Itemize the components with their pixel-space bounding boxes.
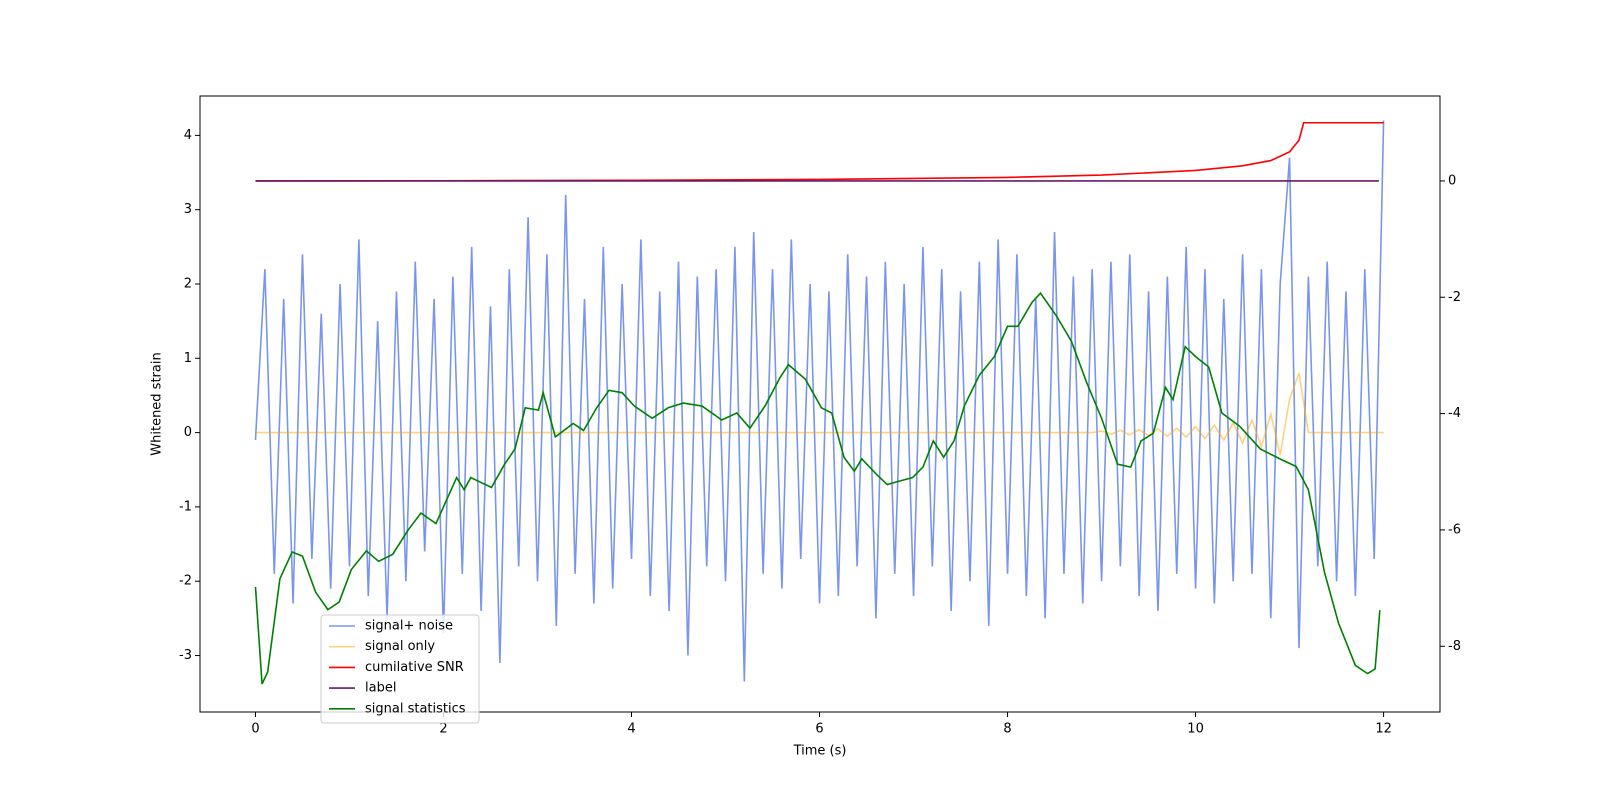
series-line (254, 120, 1385, 682)
legend-box (320, 614, 480, 724)
legend: signal+ noise signal only cumilative SNR la… (320, 614, 480, 724)
y-tick-label: 2 (184, 276, 192, 291)
legend-label: cumilative SNR (365, 660, 464, 675)
y-tick-label: -1 (179, 499, 192, 514)
y-axis-label: Whitened strain (150, 352, 165, 455)
y2-tick-label: 0 (1448, 173, 1456, 188)
y-tick-label: 4 (184, 128, 192, 143)
legend-label: signal statistics (365, 701, 466, 716)
y2-tick-label: -8 (1448, 639, 1461, 654)
x-tick-label: 12 (1375, 722, 1392, 737)
x-tick-label: 2 (439, 722, 447, 737)
x-tick-label: 8 (1003, 722, 1011, 737)
legend-label: signal+ noise (365, 619, 453, 634)
plot-frame (199, 95, 1441, 713)
x-tick-label: 4 (627, 722, 635, 737)
legend-label: signal only (365, 639, 435, 654)
y-tick-label: 3 (184, 202, 192, 217)
y-tick-label: 1 (184, 351, 192, 366)
y2-tick-label: -4 (1448, 406, 1461, 421)
x-tick-label: 0 (251, 722, 259, 737)
series-line (254, 291, 1381, 685)
y-tick-label: -2 (179, 574, 192, 589)
x-tick-label: 10 (1187, 722, 1204, 737)
series-line (255, 372, 1384, 456)
y-tick-label: 0 (184, 425, 192, 440)
series-line (255, 121, 1384, 182)
y2-tick-label: -6 (1448, 522, 1461, 537)
y2-tick-label: -2 (1448, 290, 1461, 305)
y-tick-label: -3 (179, 648, 192, 663)
x-axis-label: Time (s) (793, 744, 847, 759)
x-tick-label: 6 (815, 722, 823, 737)
legend-label: label (365, 681, 396, 696)
